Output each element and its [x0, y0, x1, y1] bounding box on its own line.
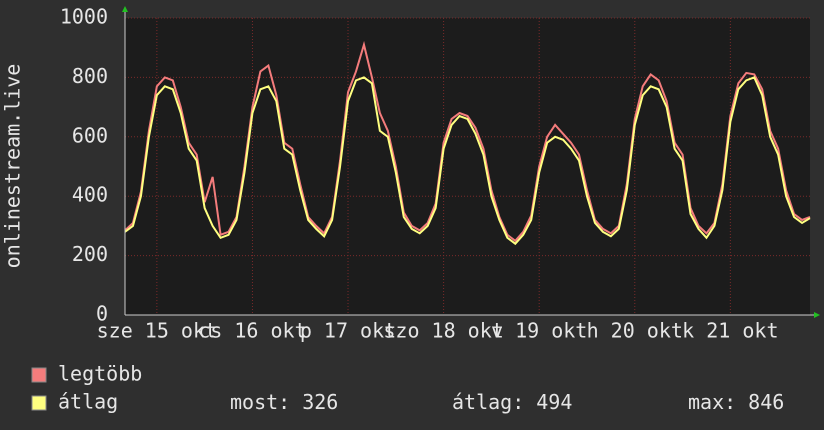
legend-label: legtöbb: [58, 362, 142, 386]
stat-label: max:: [688, 390, 736, 414]
x-tick-label: szo 18 okt: [383, 319, 503, 343]
x-tick-label: h 20 okt: [587, 319, 683, 343]
series-line: [124, 76, 811, 246]
plot-area: [125, 18, 810, 315]
x-tick-label: v 19 okt: [491, 319, 587, 343]
x-tick-label: sze 15 okt: [97, 319, 217, 343]
legend: legtöbb átlag most: 326 átlag: 494 max: 846: [31, 362, 784, 414]
legend-label: átlag: [58, 390, 118, 414]
legend-swatch: [31, 367, 47, 383]
stat-label: most:: [230, 390, 290, 414]
x-arrow: [814, 312, 820, 318]
y-tick-label: 600: [72, 123, 108, 147]
y-tick-label: 1000: [60, 5, 108, 29]
stat: most: 326: [230, 390, 338, 414]
y-tick-label: 0: [96, 302, 108, 326]
y-arrow: [122, 6, 128, 12]
y-tick-label: 400: [72, 183, 108, 207]
x-tick-label: p 17 okt: [300, 319, 396, 343]
legend-swatch: [31, 395, 47, 411]
x-tick-label: cs 16 okt: [198, 319, 306, 343]
y-tick-label: 800: [72, 64, 108, 88]
stat-value: 846: [748, 390, 784, 414]
stat: átlag: 494: [452, 390, 572, 414]
lines: [124, 40, 811, 246]
stat: max: 846: [688, 390, 784, 414]
stat-value: 494: [536, 390, 572, 414]
stat-label: átlag:: [452, 390, 524, 414]
x-tick-label: k 21 okt: [682, 319, 778, 343]
y-tick-label: 200: [72, 242, 108, 266]
y-axis-label: onlinestream.live: [1, 64, 25, 269]
stat-value: 326: [302, 390, 338, 414]
